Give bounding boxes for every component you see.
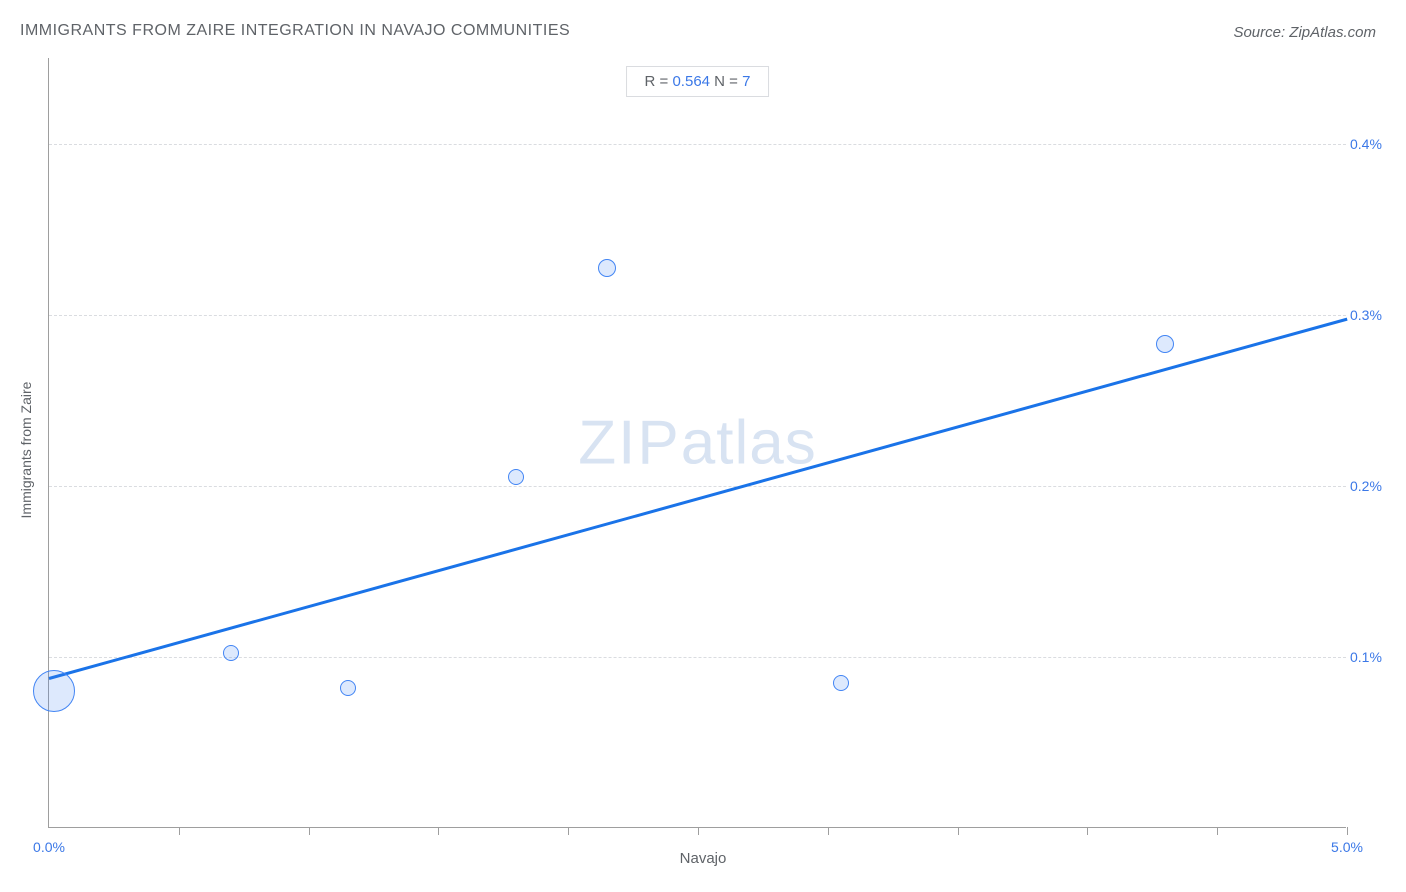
- x-tick: [958, 827, 959, 835]
- x-tick: [1217, 827, 1218, 835]
- data-point: [833, 675, 849, 691]
- plot-area: ZIPatlas R = 0.564 N = 7 0.1%0.2%0.3%0.4…: [48, 58, 1346, 828]
- x-axis-label: Navajo: [680, 850, 727, 867]
- x-tick: [828, 827, 829, 835]
- y-tick-label: 0.2%: [1350, 478, 1394, 494]
- data-point: [508, 469, 524, 485]
- stats-box: R = 0.564 N = 7: [626, 66, 770, 97]
- x-tick: [438, 827, 439, 835]
- y-axis-label: Immigrants from Zaire: [18, 382, 34, 519]
- gridline-h: [49, 315, 1346, 316]
- stats-n-label: N =: [710, 73, 742, 90]
- x-tick: [1087, 827, 1088, 835]
- watermark-atlas: atlas: [681, 408, 817, 477]
- x-tick: [309, 827, 310, 835]
- x-end-label: 0.0%: [33, 839, 65, 855]
- y-tick-label: 0.3%: [1350, 307, 1394, 323]
- x-end-label: 5.0%: [1331, 839, 1363, 855]
- x-tick: [568, 827, 569, 835]
- trend-line: [49, 318, 1348, 680]
- stats-r-label: R =: [645, 73, 673, 90]
- data-point: [33, 670, 75, 712]
- watermark: ZIPatlas: [578, 407, 816, 478]
- gridline-h: [49, 657, 1346, 658]
- x-tick: [179, 827, 180, 835]
- data-point: [1156, 335, 1174, 353]
- gridline-h: [49, 486, 1346, 487]
- data-point: [223, 645, 239, 661]
- x-tick: [1347, 827, 1348, 835]
- chart-title: IMMIGRANTS FROM ZAIRE INTEGRATION IN NAV…: [20, 22, 570, 40]
- stats-r-value: 0.564: [672, 73, 710, 90]
- source-attribution: Source: ZipAtlas.com: [1233, 24, 1376, 41]
- stats-n-value: 7: [742, 73, 750, 90]
- watermark-zip: ZIP: [578, 408, 680, 477]
- gridline-h: [49, 144, 1346, 145]
- chart-root: IMMIGRANTS FROM ZAIRE INTEGRATION IN NAV…: [0, 0, 1406, 892]
- y-tick-label: 0.1%: [1350, 649, 1394, 665]
- data-point: [340, 680, 356, 696]
- data-point: [598, 259, 616, 277]
- y-tick-label: 0.4%: [1350, 136, 1394, 152]
- x-tick: [698, 827, 699, 835]
